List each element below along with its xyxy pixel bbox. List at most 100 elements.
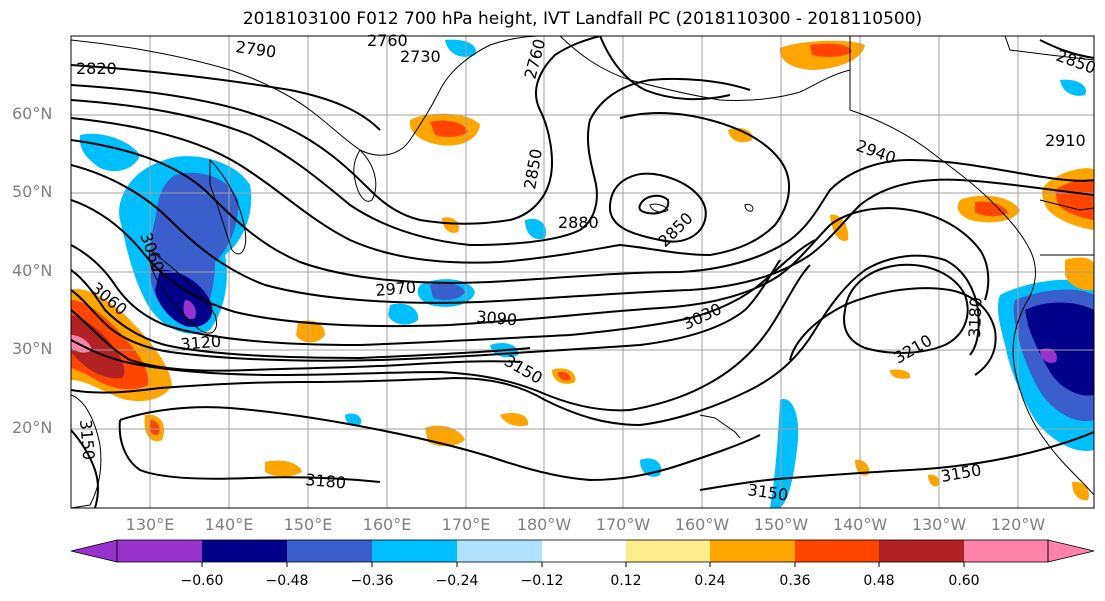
lon-label: 140°E bbox=[204, 515, 254, 534]
island-small bbox=[649, 203, 669, 213]
contour-2820-low bbox=[638, 194, 670, 215]
lon-label: 140°W bbox=[832, 515, 888, 534]
colorbar-segment bbox=[202, 540, 287, 562]
shade-positive-small-11 bbox=[890, 369, 911, 379]
shade-positive-small-7 bbox=[265, 460, 302, 477]
contour-3120 bbox=[71, 264, 811, 412]
lat-label: 20°N bbox=[12, 418, 53, 437]
lat-label: 50°N bbox=[12, 182, 53, 201]
contour-label: 2820 bbox=[76, 59, 117, 78]
colorbar-segment bbox=[795, 540, 879, 562]
shade-negative-westcoast-peak bbox=[1040, 348, 1057, 363]
shade-negative-nw-core bbox=[155, 269, 213, 328]
shade-positive-small-2 bbox=[728, 128, 753, 143]
contour-2850-low bbox=[608, 172, 707, 243]
colorbar-ticks bbox=[201, 562, 965, 567]
shade-negative-north bbox=[445, 39, 476, 57]
contour-label: 2910 bbox=[1045, 131, 1086, 150]
shade-positive-small-8 bbox=[500, 413, 529, 427]
coast-japan bbox=[149, 249, 217, 334]
shade-negative-central-core bbox=[430, 282, 465, 300]
coast-kamchatka bbox=[353, 149, 377, 202]
contour-2970 bbox=[71, 199, 990, 328]
colorbar-segment bbox=[457, 540, 542, 562]
colorbar-segment bbox=[879, 540, 964, 562]
lon-label: 120°W bbox=[990, 515, 1046, 534]
colorbar-tick-label: 0.12 bbox=[610, 573, 642, 589]
colorbar-segment bbox=[626, 540, 710, 562]
coast-siberia bbox=[71, 36, 541, 156]
island-small-2 bbox=[744, 204, 754, 212]
lat-label: 30°N bbox=[12, 339, 53, 358]
contour-2880-ne bbox=[1039, 39, 1094, 59]
shade-positive-west-core bbox=[71, 315, 125, 379]
contour-2910 bbox=[71, 139, 1094, 284]
contour-label: 2730 bbox=[400, 47, 441, 66]
colorbar-tick-label: −0.36 bbox=[350, 573, 394, 589]
contour-label: 3180 bbox=[965, 297, 985, 338]
shade-negative-small-3 bbox=[525, 218, 547, 240]
shade-positive-gulf-core bbox=[975, 201, 1008, 217]
contour-2850-a bbox=[71, 77, 751, 247]
contour-3000 bbox=[71, 239, 816, 347]
colorbar-tick-label: −0.24 bbox=[435, 573, 479, 589]
colorbar-tick-label: −0.12 bbox=[520, 573, 564, 589]
colorbar-segment bbox=[542, 540, 626, 562]
colorbar-segment bbox=[372, 540, 457, 562]
colorbar-segment bbox=[117, 540, 202, 562]
shade-positive-bering-core bbox=[810, 43, 852, 57]
lon-label: 160°W bbox=[674, 515, 730, 534]
map-frame bbox=[70, 35, 1095, 509]
shade-negative-small-1 bbox=[388, 303, 419, 325]
coast-hawaii bbox=[699, 414, 741, 439]
lon-label: 180°W bbox=[516, 515, 572, 534]
contour-2790 bbox=[71, 36, 601, 225]
shade-positive-small-1-core bbox=[149, 420, 160, 436]
shade-negative-ne bbox=[1060, 79, 1086, 96]
colorbar-outline bbox=[116, 539, 1049, 563]
coast-north-america bbox=[849, 36, 1094, 496]
coast-alaska-west bbox=[559, 36, 851, 102]
contour-2940 bbox=[71, 164, 1094, 304]
contour-3180-south bbox=[119, 406, 761, 482]
colorbar-extend-left bbox=[70, 539, 118, 563]
colorbar-tick-label: −0.60 bbox=[180, 573, 224, 589]
coastlines bbox=[71, 36, 1094, 508]
lat-label: 60°N bbox=[12, 104, 53, 123]
contour-3180-south-b bbox=[118, 419, 381, 483]
shade-negative-hawaii-strip bbox=[770, 399, 799, 508]
shade-positive-small-3 bbox=[1065, 257, 1094, 291]
lat-label: 40°N bbox=[12, 261, 53, 280]
contour-label: 3090 bbox=[476, 307, 518, 329]
lon-label: 130°E bbox=[125, 515, 175, 534]
contour-label: 2760 bbox=[367, 31, 408, 50]
shade-positive-small-12 bbox=[1072, 481, 1089, 501]
coast-taiwan bbox=[71, 394, 102, 508]
shade-positive-okhotsk-core bbox=[430, 120, 468, 137]
colorbar bbox=[70, 539, 1095, 567]
contour-label: 3150 bbox=[76, 419, 98, 461]
shade-negative-westcoast-core bbox=[1025, 302, 1094, 396]
border-canada-us bbox=[1039, 199, 1094, 211]
contour-3090 bbox=[71, 309, 521, 372]
colorbar-extend-right bbox=[1047, 539, 1095, 563]
lon-label: 160°E bbox=[362, 515, 412, 534]
contour-3150 bbox=[71, 254, 980, 427]
colorbar-segment bbox=[964, 540, 1048, 562]
coast-arctic bbox=[1004, 36, 1094, 61]
contour-2820 bbox=[71, 64, 381, 131]
shade-positive-bc-core bbox=[1055, 180, 1094, 220]
lon-label: 150°E bbox=[283, 515, 333, 534]
shade-positive-small-14 bbox=[928, 474, 940, 487]
contour-3180 bbox=[789, 287, 997, 376]
shade-negative-nw-peak bbox=[183, 300, 196, 320]
contour-3150-south bbox=[699, 431, 1094, 491]
contour-3060 bbox=[71, 269, 531, 360]
colorbar-tick-label: 0.24 bbox=[694, 573, 726, 589]
lon-label: 150°W bbox=[753, 515, 809, 534]
contour-2880 bbox=[71, 111, 791, 264]
lon-label: 170°E bbox=[441, 515, 491, 534]
gridlines bbox=[71, 36, 1094, 508]
map-title: 2018103100 F012 700 hPa height, IVT Land… bbox=[242, 9, 923, 29]
